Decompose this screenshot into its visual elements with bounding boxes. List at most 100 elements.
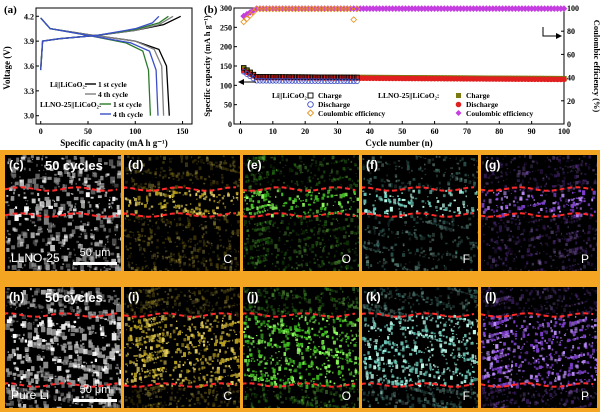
tile-speck	[155, 190, 158, 196]
tile-speck	[165, 250, 168, 252]
tile-speck	[184, 314, 187, 318]
tile-speck	[26, 229, 30, 231]
tile-speck	[29, 207, 31, 210]
tile-speck	[198, 207, 201, 211]
tile-speck	[128, 199, 132, 204]
tile-speck	[395, 165, 398, 168]
tile-speck	[369, 248, 373, 252]
tile-speck	[115, 335, 119, 340]
tile-speck	[342, 209, 345, 212]
tile-speck	[41, 230, 43, 233]
tile-speck	[467, 174, 470, 177]
b-point-s1	[286, 74, 292, 80]
tile-speck	[491, 227, 494, 231]
tile-speck	[65, 369, 70, 373]
tile-speck	[559, 166, 562, 169]
tile-speck	[519, 198, 523, 201]
tile-speck	[462, 191, 464, 194]
tile-speck	[512, 259, 516, 262]
tile-speck	[212, 174, 214, 176]
tile-speck	[159, 359, 163, 362]
tile-speck	[399, 210, 402, 215]
tile-speck	[103, 227, 107, 232]
tile-speck	[560, 199, 562, 202]
tile-speck	[236, 214, 238, 216]
tile-speck	[560, 221, 562, 223]
tile-speck	[212, 193, 214, 195]
tile-speck	[256, 225, 258, 227]
tile-speck	[89, 265, 92, 269]
tile-speck	[191, 309, 193, 311]
tile-speck	[551, 268, 553, 270]
tile-speck	[129, 335, 133, 340]
tile-h-scalebar	[73, 399, 117, 402]
tile-speck	[498, 225, 502, 231]
tile-speck	[512, 235, 514, 238]
tile-speck	[57, 298, 63, 306]
tile-speck	[304, 187, 308, 191]
tile-speck	[166, 220, 170, 224]
tile-speck	[150, 205, 154, 208]
tile-speck	[231, 233, 234, 236]
tile-speck	[269, 220, 271, 222]
tile-speck	[524, 155, 526, 158]
tile-speck	[75, 341, 79, 346]
tile-speck	[257, 239, 259, 241]
tile-speck	[369, 172, 372, 175]
tile-speck	[353, 192, 356, 195]
tile-speck	[169, 402, 172, 406]
tile-speck	[269, 189, 272, 191]
tile-speck	[99, 182, 101, 184]
tile-speck	[16, 367, 19, 372]
tile-speck	[354, 225, 357, 228]
tile-speck	[37, 228, 42, 234]
tile-speck	[108, 199, 111, 202]
tile-speck	[404, 199, 406, 201]
b-point-s1	[321, 74, 328, 80]
tile-speck	[183, 261, 186, 266]
tile-speck	[525, 170, 529, 176]
tile-speck	[106, 217, 111, 224]
tile-speck	[345, 267, 348, 270]
tile-speck	[249, 212, 253, 215]
tile-speck	[163, 199, 166, 202]
tile-speck	[177, 293, 181, 298]
tile-speck	[198, 166, 202, 171]
tile-speck	[567, 188, 570, 192]
tile-speck	[325, 162, 329, 165]
b-point-s1	[302, 74, 308, 80]
tile-speck	[56, 181, 60, 186]
tile-speck	[281, 192, 284, 197]
tile-speck	[495, 263, 498, 265]
tile-speck	[169, 261, 171, 264]
interface-line-top	[481, 186, 594, 192]
tile-speck	[490, 264, 494, 269]
tile-speck	[106, 343, 111, 347]
tile-speck	[209, 191, 212, 194]
tile-speck	[151, 397, 153, 400]
tile-speck	[420, 247, 423, 250]
tile-speck	[414, 228, 417, 231]
tile-speck	[246, 237, 249, 240]
tile-speck	[429, 252, 433, 256]
tile-speck	[243, 254, 246, 258]
tile-speck	[214, 319, 217, 322]
tile-speck	[192, 346, 196, 349]
tile-speck	[218, 297, 220, 299]
tile-speck	[230, 347, 234, 352]
tile-speck	[582, 229, 585, 233]
tile-speck	[203, 391, 208, 394]
tile-speck	[574, 174, 577, 179]
tile-speck	[202, 212, 206, 215]
tile-speck	[44, 196, 50, 201]
tile-speck	[89, 313, 92, 316]
tile-speck	[230, 262, 233, 265]
tile-speck	[148, 207, 151, 210]
tile-speck	[498, 256, 501, 259]
tile-speck	[129, 247, 132, 250]
tile-speck	[503, 155, 507, 158]
tile-speck	[333, 261, 336, 265]
tile-speck	[31, 295, 34, 297]
tile-speck	[55, 322, 59, 325]
tile-speck	[282, 167, 284, 169]
